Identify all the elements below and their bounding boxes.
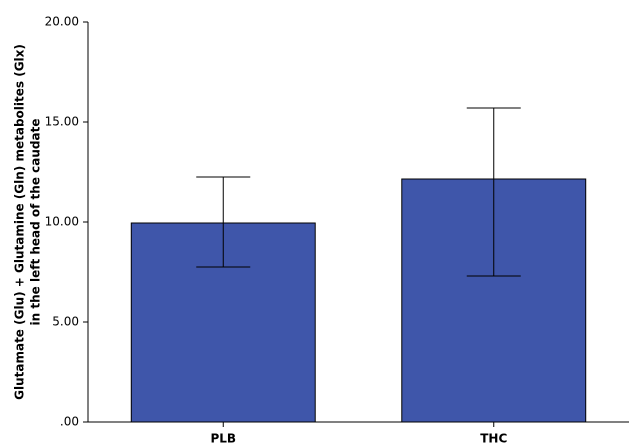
y-tick-label: 20.00	[45, 15, 79, 29]
x-tick-label: THC	[480, 432, 507, 446]
y-tick-label: 10.00	[45, 215, 79, 229]
y-tick-label: .00	[60, 415, 79, 429]
y-axis-title: Glutamate (Glu) + Glutamine (Gln) metabo…	[13, 44, 27, 400]
y-tick-label: 15.00	[45, 115, 79, 129]
y-tick-label: 5.00	[52, 315, 79, 329]
y-axis-title: in the left head of the caudate	[29, 119, 43, 326]
x-tick-label: PLB	[210, 432, 236, 446]
